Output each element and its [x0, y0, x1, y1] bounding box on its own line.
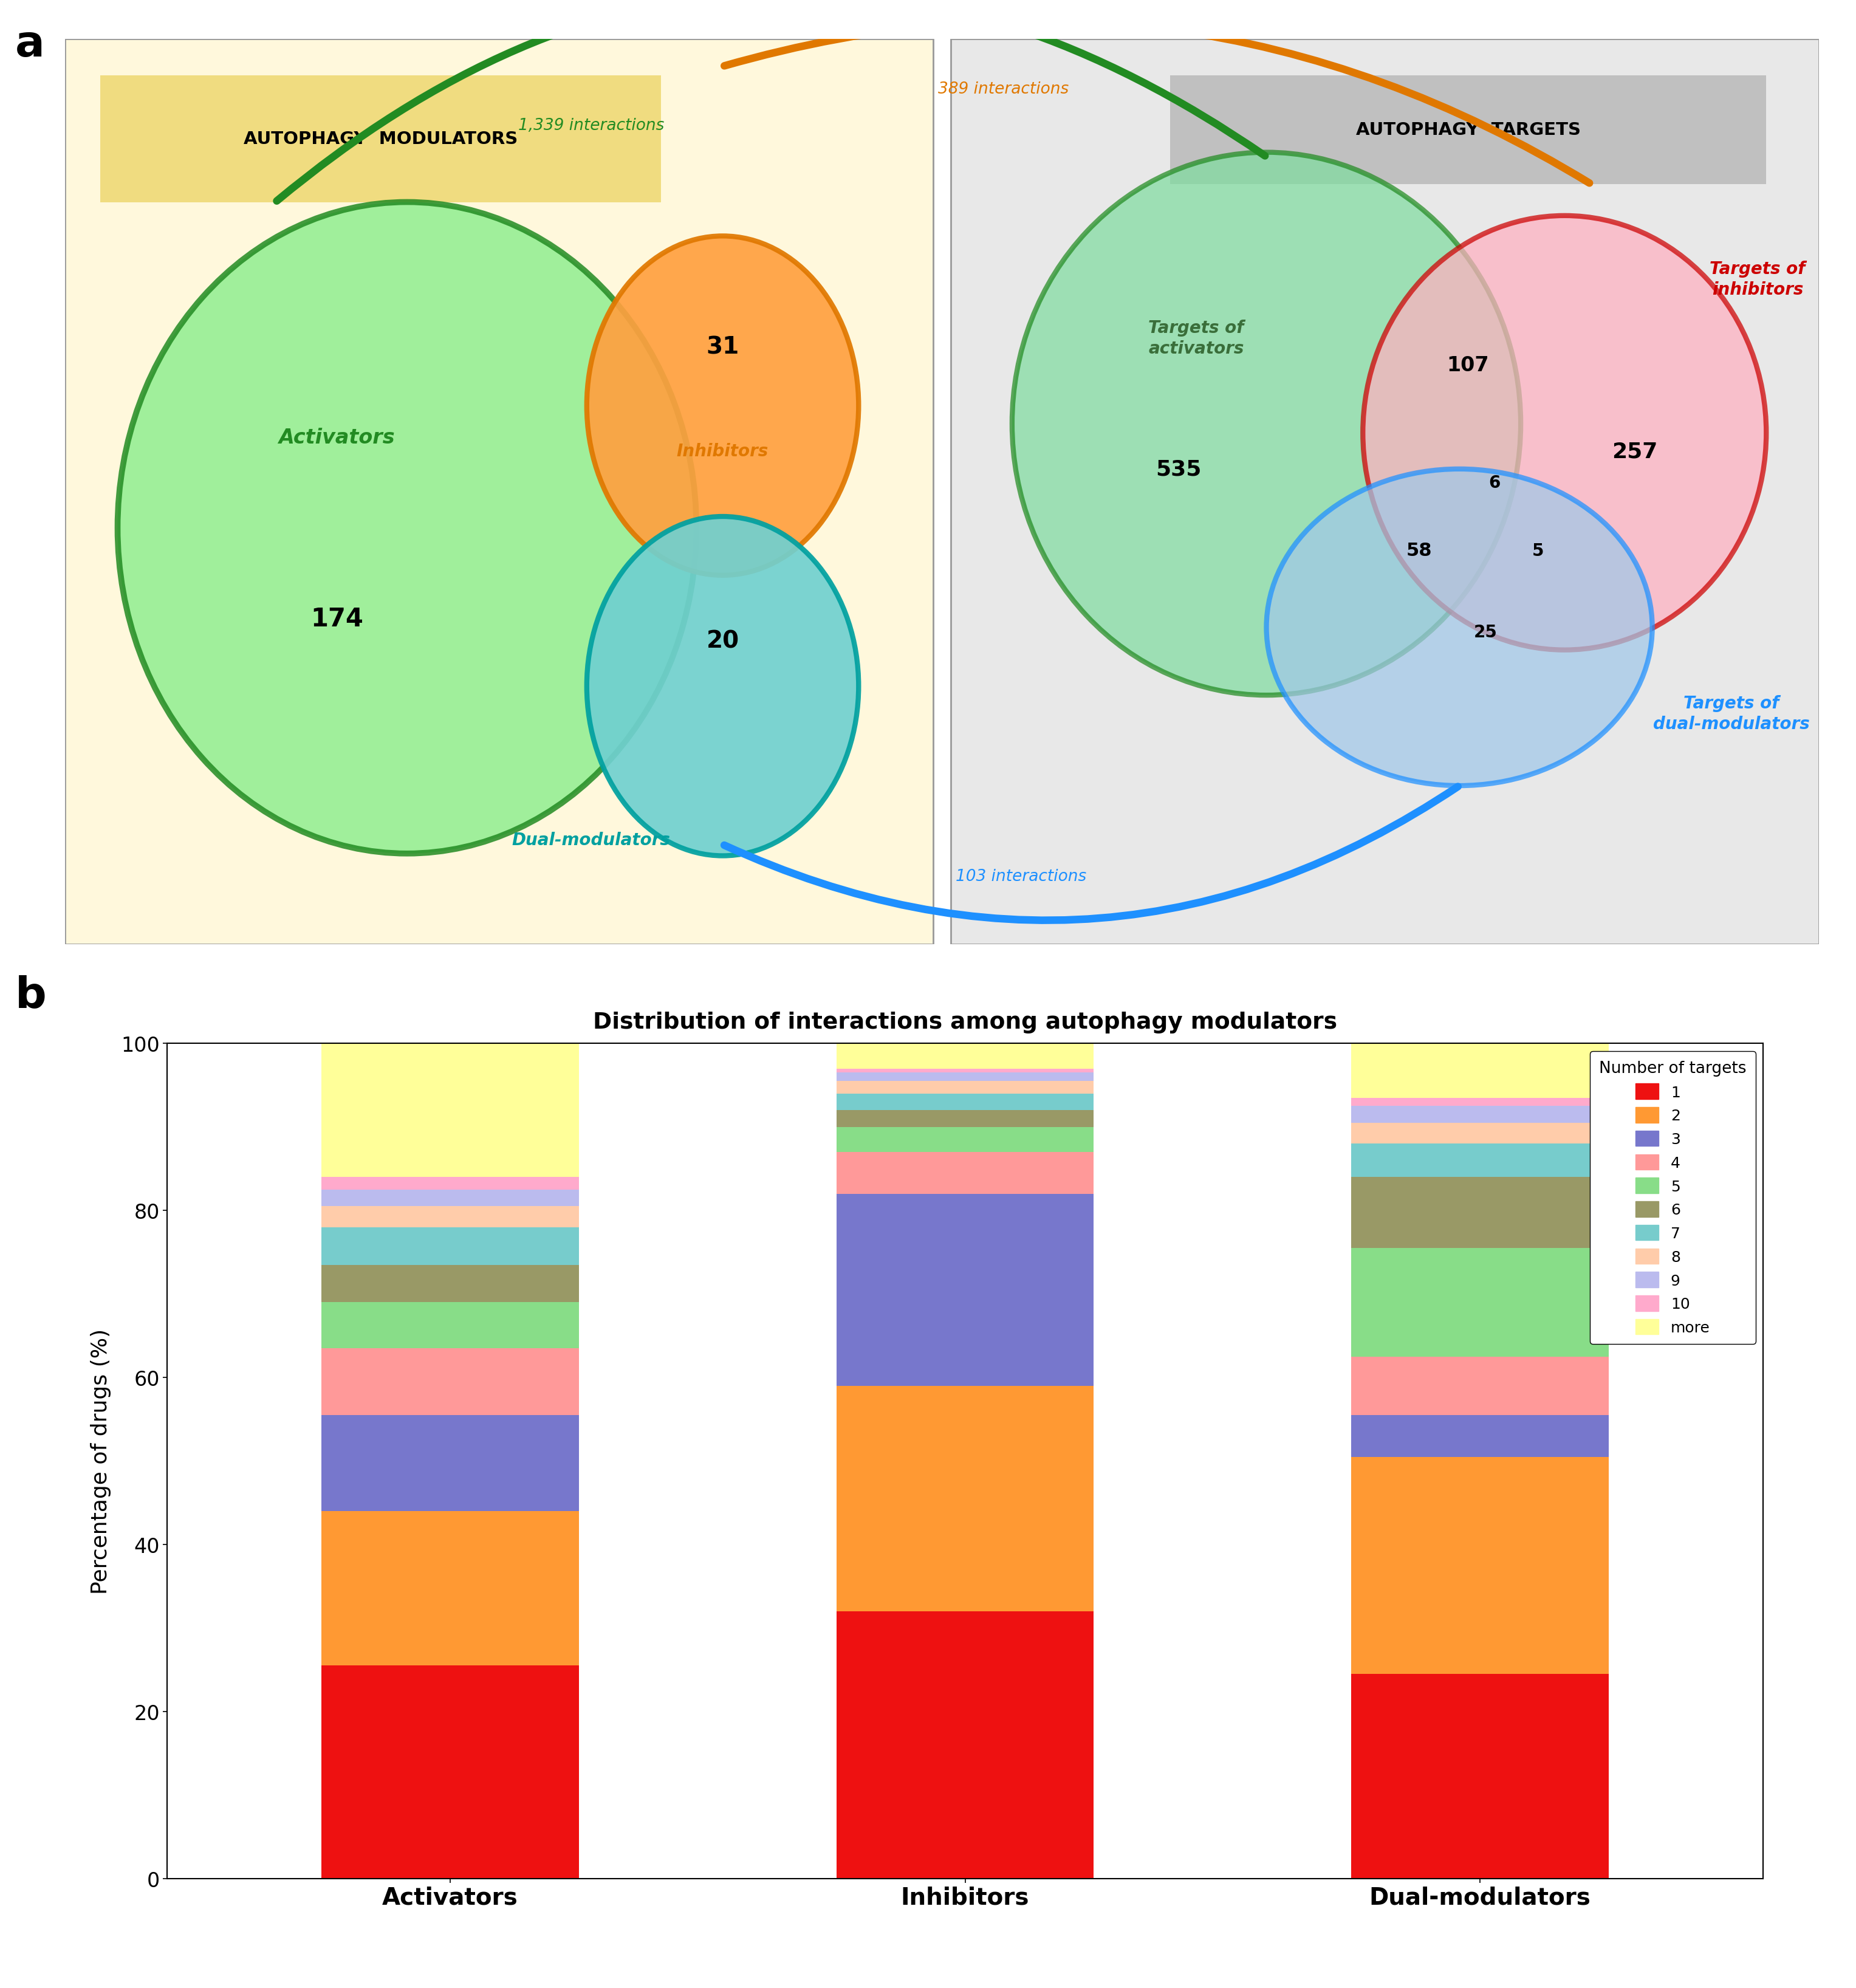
Bar [1351, 1044, 1609, 1097]
Bar [321, 1302, 579, 1348]
Ellipse shape [586, 237, 859, 577]
Bar [1351, 1123, 1609, 1143]
Bar [837, 1111, 1093, 1127]
Bar [1351, 1356, 1609, 1415]
Bar [837, 1612, 1093, 1879]
Ellipse shape [1362, 217, 1767, 650]
Text: 20: 20 [707, 630, 739, 652]
Text: 107: 107 [1448, 356, 1489, 376]
Bar [100, 76, 661, 203]
Text: a: a [15, 24, 45, 66]
Text: AUTOPHAGY  MODULATORS: AUTOPHAGY MODULATORS [243, 131, 518, 147]
Bar [1351, 1105, 1609, 1123]
Text: 103 interactions: 103 interactions [956, 869, 1086, 885]
Bar [837, 1386, 1093, 1612]
Bar [1351, 1415, 1609, 1457]
Text: Inhibitors: Inhibitors [677, 443, 768, 459]
Bar [837, 1195, 1093, 1386]
Text: Targets of
inhibitors: Targets of inhibitors [1709, 260, 1806, 298]
Text: Targets of
activators: Targets of activators [1149, 320, 1244, 358]
Bar [837, 1127, 1093, 1153]
Bar [837, 1153, 1093, 1195]
Y-axis label: Percentage of drugs (%): Percentage of drugs (%) [91, 1328, 111, 1594]
Text: Dual-modulators: Dual-modulators [512, 831, 670, 849]
Bar [837, 1081, 1093, 1093]
Bar [1351, 1143, 1609, 1177]
Bar [950, 40, 1819, 944]
Text: 58: 58 [1407, 543, 1431, 561]
Bar [321, 1189, 579, 1207]
FancyArrowPatch shape [724, 787, 1459, 920]
Bar [321, 1227, 579, 1264]
Legend: 1, 2, 3, 4, 5, 6, 7, 8, 9, 10, more: 1, 2, 3, 4, 5, 6, 7, 8, 9, 10, more [1591, 1052, 1756, 1344]
Bar [321, 1177, 579, 1189]
Bar [321, 1207, 579, 1227]
Bar [1351, 1097, 1609, 1105]
Bar [837, 1093, 1093, 1111]
Bar [1351, 1248, 1609, 1356]
Ellipse shape [586, 517, 859, 857]
Bar [65, 40, 934, 944]
Text: 31: 31 [705, 336, 739, 360]
Text: 257: 257 [1611, 441, 1657, 461]
Text: 389 interactions: 389 interactions [937, 82, 1069, 97]
Bar [837, 1070, 1093, 1074]
Ellipse shape [1266, 469, 1652, 785]
Bar [321, 1044, 579, 1177]
Text: 6: 6 [1489, 475, 1500, 491]
Text: 5: 5 [1533, 543, 1544, 559]
Bar [1351, 1457, 1609, 1674]
Bar [837, 1074, 1093, 1081]
FancyArrowPatch shape [277, 0, 1266, 201]
Text: AUTOPHAGY  TARGETS: AUTOPHAGY TARGETS [1355, 121, 1581, 139]
Text: Targets of
dual-modulators: Targets of dual-modulators [1654, 694, 1810, 734]
Bar [1351, 1674, 1609, 1879]
Text: 535: 535 [1156, 459, 1201, 479]
Bar [321, 1666, 579, 1879]
Bar [1351, 1177, 1609, 1248]
FancyArrowPatch shape [724, 22, 1589, 183]
Bar [837, 1044, 1093, 1070]
Ellipse shape [117, 203, 696, 853]
Text: 25: 25 [1474, 624, 1498, 640]
Bar [1169, 76, 1767, 185]
Bar [321, 1415, 579, 1511]
Bar [321, 1511, 579, 1666]
Bar [321, 1264, 579, 1302]
Text: b: b [15, 974, 46, 1016]
Text: Activators: Activators [278, 427, 395, 447]
Text: 1,339 interactions: 1,339 interactions [518, 117, 664, 133]
Text: 174: 174 [310, 606, 364, 632]
Bar [321, 1348, 579, 1415]
Ellipse shape [1012, 153, 1520, 696]
Title: Distribution of interactions among autophagy modulators: Distribution of interactions among autop… [594, 1012, 1336, 1034]
